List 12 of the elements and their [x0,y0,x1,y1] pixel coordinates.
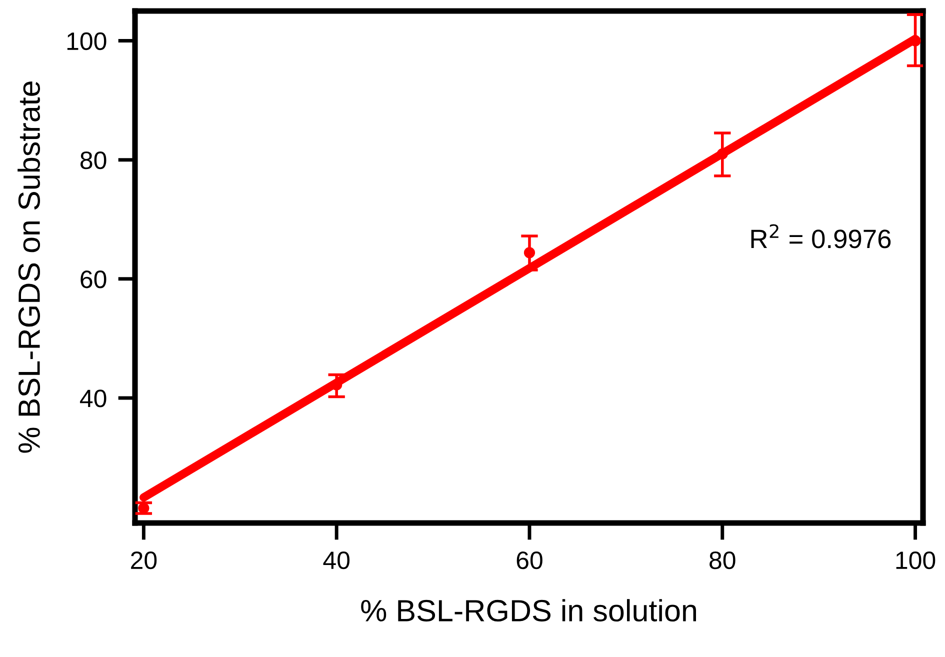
x-tick-label: 60 [516,551,542,570]
y-tick-label: 80 [80,151,106,170]
y-axis-title: % BSL-RGDS on Substrate [18,82,40,453]
x-axis-title: % BSL-RGDS in solution [361,599,696,622]
y-tick-label: 40 [80,390,106,408]
x-tick-label: 20 [131,551,157,570]
x-tick-label: 80 [710,551,736,570]
annotation: R$^{2}$ = 0.9976 [751,224,891,248]
x-tick-label: 100 [896,551,936,570]
x-tick-label: 40 [323,551,350,570]
y-tick-label: 60 [80,270,106,288]
y-tick-label: 100 [67,32,106,50]
